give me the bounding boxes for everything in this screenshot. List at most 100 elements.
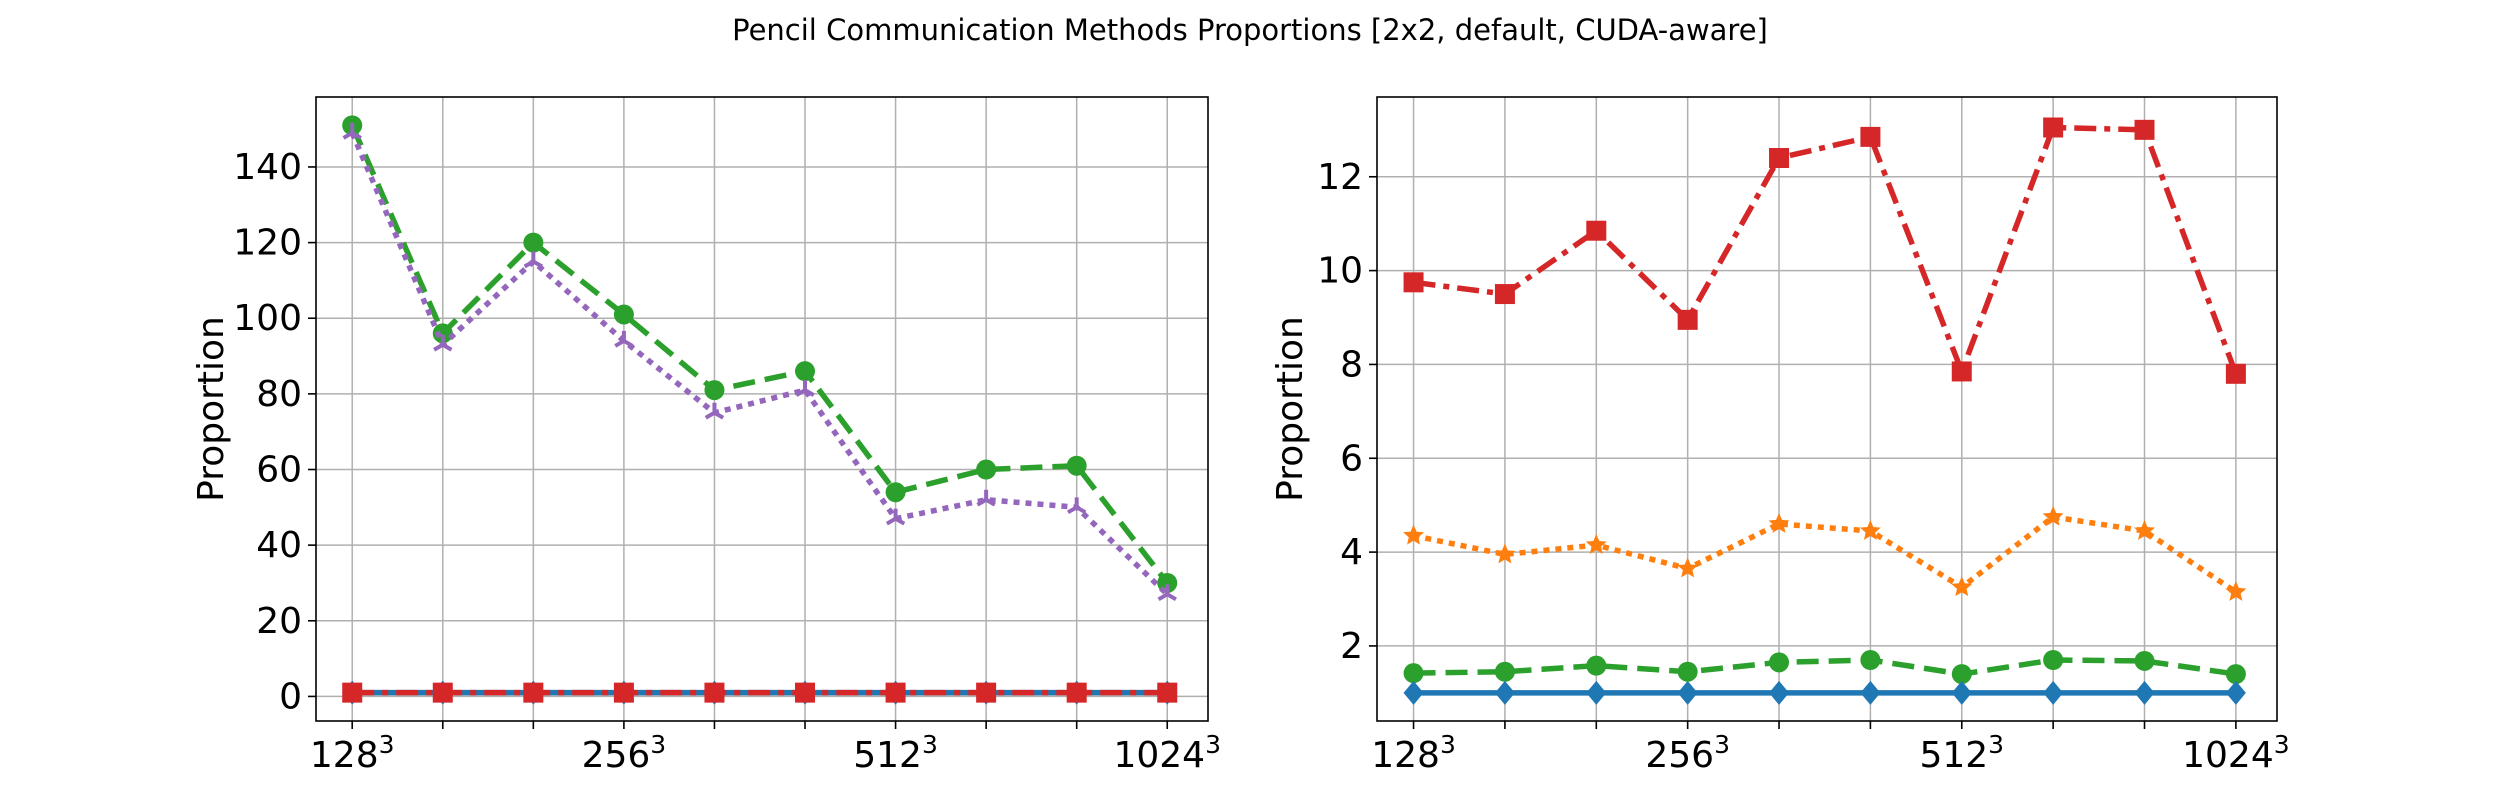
tri-arm — [1166, 592, 1177, 602]
data-point-circle — [523, 232, 544, 253]
tri-arm — [523, 259, 535, 269]
series-line — [342, 122, 1177, 602]
data-point-square — [1951, 361, 1972, 382]
tri-arm — [795, 388, 807, 397]
data-point-square — [1403, 272, 1424, 293]
data-point-square — [1677, 309, 1698, 330]
data-point-square — [1494, 284, 1515, 305]
axes-frame — [1376, 96, 2278, 722]
data-point-diamond — [1494, 680, 1515, 705]
x-tick-label: 5123 — [853, 730, 938, 776]
x-tick-label: 5123 — [1919, 730, 2004, 776]
data-point-circle — [976, 459, 997, 480]
left-chart-panel: 0 20 40 60 80 100 120 140 1283 2563 5123 10243 Propo… — [191, 96, 1221, 776]
y-axis-label: Proportion — [191, 316, 232, 502]
data-point-tri-down — [342, 122, 362, 140]
data-point-tri-down — [976, 489, 996, 507]
x-tick-label: 2563 — [582, 730, 667, 776]
gridlines — [1377, 97, 2277, 721]
data-point-circle — [2134, 650, 2155, 671]
data-point-square — [1586, 220, 1607, 241]
data-point-diamond — [2134, 680, 2155, 705]
y-tick-label: 8 — [1340, 344, 1363, 385]
data-point-square — [885, 682, 906, 703]
tri-arm — [976, 498, 988, 507]
data-point-diamond — [2043, 680, 2064, 705]
data-point-square — [976, 682, 997, 703]
data-point-circle — [1494, 661, 1515, 682]
right-chart-panel: 2 4 6 8 10 12 1283 2563 5123 10243 Proportion — [1270, 96, 2290, 776]
tri-arm — [804, 388, 815, 397]
data-point-star — [2134, 519, 2155, 540]
data-point-star — [1403, 524, 1425, 545]
data-point-star — [1677, 557, 1699, 578]
y-tick-label: 2 — [1340, 626, 1363, 667]
data-point-square — [2043, 117, 2064, 138]
data-point-circle — [1951, 664, 1972, 685]
axes-frame — [315, 96, 1209, 722]
data-point-square — [1157, 682, 1178, 703]
data-point-star — [1494, 543, 1516, 564]
series-line — [1403, 680, 2246, 705]
data-point-circle — [1677, 661, 1698, 682]
tri-arm — [885, 516, 897, 526]
series-line — [1403, 650, 2246, 685]
data-point-tri-down — [523, 251, 544, 269]
x-tick-label: 2563 — [1645, 730, 1730, 776]
series-line — [1403, 505, 2247, 601]
x-tick-label: 10243 — [1113, 730, 1221, 776]
data-point-star — [2225, 580, 2247, 601]
data-point-star — [1585, 534, 1607, 554]
tri-arm — [614, 339, 625, 348]
y-tick-label: 4 — [1340, 532, 1363, 573]
data-point-square — [613, 682, 634, 703]
data-point-star — [1859, 519, 1881, 540]
y-axis-label: Proportion — [1270, 316, 1311, 502]
data-point-diamond — [1860, 680, 1881, 705]
series-line — [1403, 117, 2246, 384]
tri-arm — [342, 131, 354, 140]
series-line — [342, 682, 1178, 703]
y-tick-label: 10 — [1317, 251, 1363, 292]
y-tick-label: 6 — [1340, 438, 1363, 479]
data-point-tri-down — [1157, 584, 1177, 602]
data-point-circle — [432, 323, 453, 344]
data-point-circle — [1769, 652, 1790, 673]
data-point-tri-down — [433, 334, 453, 352]
data-point-diamond — [1951, 680, 1972, 705]
y-tick-label: 60 — [256, 450, 302, 491]
y-tick-label: 40 — [256, 525, 302, 566]
y-tick-label: 0 — [279, 676, 302, 717]
data-point-circle — [2225, 664, 2246, 685]
data-point-square — [2134, 119, 2155, 140]
data-point-diamond — [1769, 680, 1790, 705]
data-point-star — [1951, 576, 1973, 597]
tri-arm — [622, 339, 634, 348]
data-point-diamond — [1677, 680, 1698, 705]
gridlines — [316, 97, 1208, 721]
data-point-square — [1860, 126, 1881, 147]
data-point-star — [2042, 505, 2064, 526]
data-point-diamond — [2225, 680, 2246, 705]
data-point-square — [432, 682, 453, 703]
x-tick-label: 1283 — [1371, 730, 1456, 776]
data-point-tri-down — [885, 508, 906, 526]
y-tick-label: 12 — [1317, 157, 1363, 198]
data-point-tri-down — [704, 402, 725, 420]
x-tick-label: 1283 — [310, 730, 395, 776]
tri-arm — [532, 259, 544, 269]
tri-arm — [1075, 505, 1087, 515]
data-point-square — [704, 682, 725, 703]
data-point-square — [1769, 147, 1790, 168]
tri-arm — [704, 411, 716, 420]
tri-arm — [894, 516, 906, 526]
data-point-circle — [2043, 650, 2064, 671]
series-path — [349, 124, 1170, 585]
data-point-circle — [704, 380, 725, 401]
tri-arm — [441, 342, 453, 352]
figure-title: Pencil Communication Methods Proportions… — [732, 13, 1768, 47]
data-point-square — [342, 682, 363, 703]
data-point-tri-down — [614, 330, 634, 348]
